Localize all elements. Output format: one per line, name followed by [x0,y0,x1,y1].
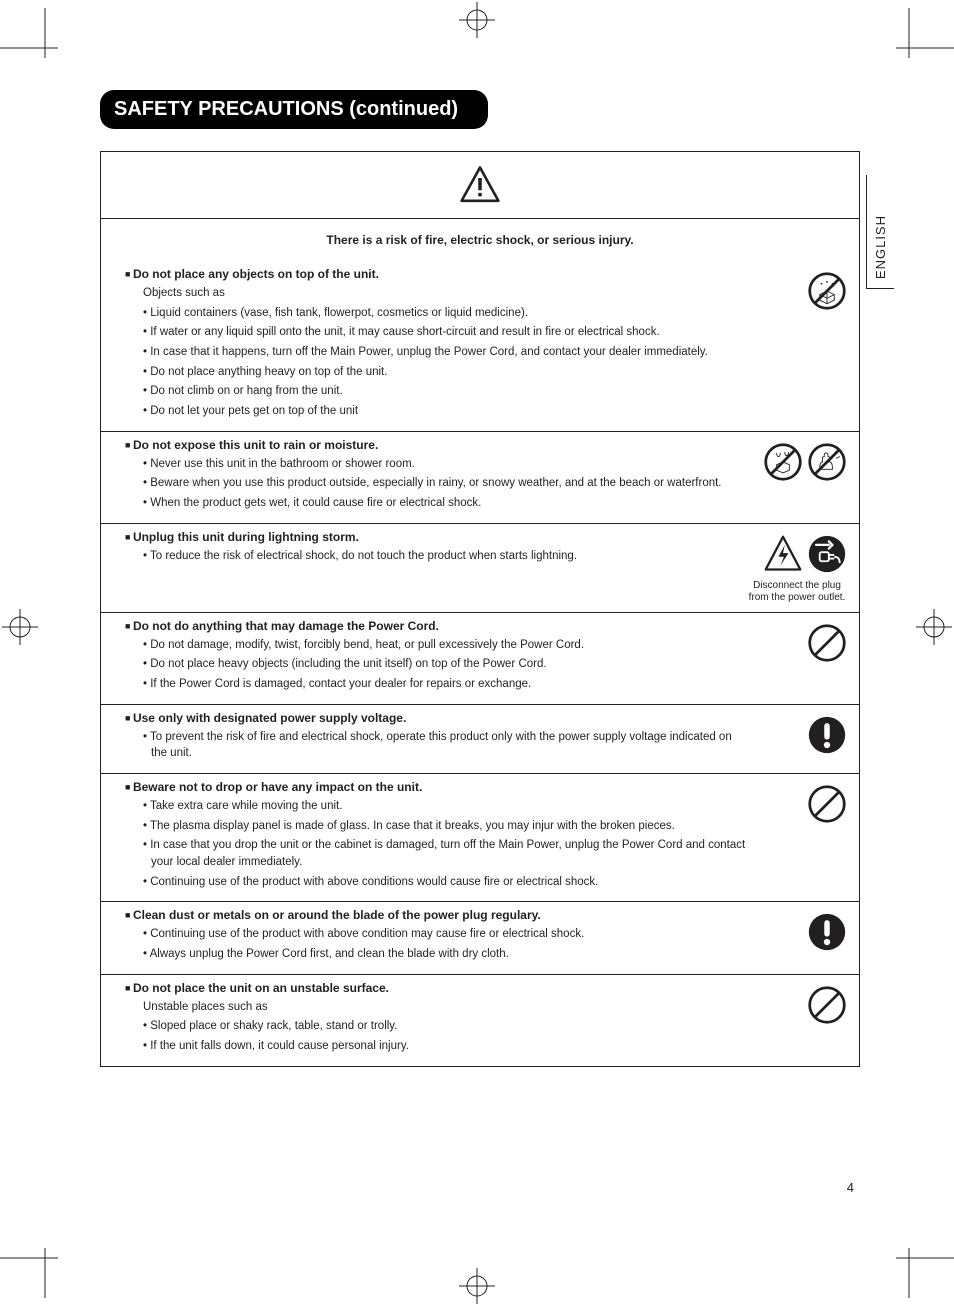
safety-table: There is a risk of fire, electric shock,… [100,151,860,1067]
section-icons [747,780,847,893]
prohibit-icon [807,784,847,824]
section-heading: Do not place any objects on top of the u… [125,267,747,281]
section-bullet: When the product gets wet, it could caus… [143,495,747,512]
section-bullet: Always unplug the Power Cord first, and … [143,946,747,963]
icon-caption: Disconnect the plug from the power outle… [747,580,847,604]
section-icons [747,438,847,515]
risk-statement-row: There is a risk of fire, electric shock,… [101,218,859,261]
section-bullet: Beware when you use this product outside… [143,475,747,492]
section-bullet: Never use this unit in the bathroom or s… [143,456,747,473]
section-icons: Disconnect the plug from the power outle… [747,530,847,604]
language-tab: ENGLISH [866,175,894,289]
section-bullet: Liquid containers (vase, fish tank, flow… [143,305,747,322]
page-title: SAFETY PRECAUTIONS (continued) [100,90,488,129]
section-bullet: Continuing use of the product with above… [143,926,747,943]
section-content: Do not do anything that may damage the P… [125,619,747,696]
section-bullet: Do not damage, modify, twist, forcibly b… [143,637,747,654]
section-bullet: In case that it happens, turn off the Ma… [143,344,747,361]
no_objects-icon [807,271,847,311]
section-row: Do not place any objects on top of the u… [101,261,859,431]
section-row: Clean dust or metals on or around the bl… [101,901,859,973]
section-bullet: Take extra care while moving the unit. [143,798,747,815]
section-heading: Beware not to drop or have any impact on… [125,780,747,794]
registration-mark-left [0,607,40,647]
registration-mark-top [457,0,497,40]
section-bullet: Do not place heavy objects (including th… [143,656,747,673]
no_wet_hand-icon [807,442,847,482]
section-bullet: Sloped place or shaky rack, table, stand… [143,1018,747,1035]
language-label: ENGLISH [873,215,888,279]
section-icons [747,267,847,423]
section-content: Do not place the unit on an unstable sur… [125,981,747,1058]
section-content: Do not expose this unit to rain or moist… [125,438,747,515]
section-bullet: Continuing use of the product with above… [143,874,747,891]
section-bullet: Do not place anything heavy on top of th… [143,364,747,381]
section-icons [747,908,847,965]
prohibit-icon [807,985,847,1025]
warning-symbol-row [101,152,859,218]
section-heading: Do not place the unit on an unstable sur… [125,981,747,995]
section-heading: Use only with designated power supply vo… [125,711,747,725]
section-bullet: If water or any liquid spill onto the un… [143,324,747,341]
unplug-icon [807,534,847,574]
page-number: 4 [847,1180,854,1195]
section-row: Beware not to drop or have any impact on… [101,773,859,901]
warning-triangle-icon [459,164,501,206]
section-heading: Do not expose this unit to rain or moist… [125,438,747,452]
section-bullet: To prevent the risk of fire and electric… [143,729,747,762]
section-icons [747,619,847,696]
no_wet-icon [763,442,803,482]
section-row: Do not do anything that may damage the P… [101,612,859,704]
registration-mark-right [914,607,954,647]
section-row: Unplug this unit during lightning storm.… [101,523,859,612]
risk-statement: There is a risk of fire, electric shock,… [101,233,859,247]
section-content: Beware not to drop or have any impact on… [125,780,747,893]
section-bullet: Do not let your pets get on top of the u… [143,403,747,420]
section-content: Use only with designated power supply vo… [125,711,747,765]
registration-mark-bottom [457,1266,497,1306]
section-bullet: In case that you drop the unit or the ca… [143,837,747,870]
section-intro: Objects such as [143,285,747,302]
section-bullet: The plasma display panel is made of glas… [143,818,747,835]
section-bullet: If the Power Cord is damaged, contact yo… [143,676,747,693]
section-heading: Clean dust or metals on or around the bl… [125,908,747,922]
shock-icon [763,534,803,574]
section-heading: Unplug this unit during lightning storm. [125,530,747,544]
section-content: Clean dust or metals on or around the bl… [125,908,747,965]
page-content: SAFETY PRECAUTIONS (continued) There is … [100,90,860,1067]
section-content: Do not place any objects on top of the u… [125,267,747,423]
section-icons [747,981,847,1058]
section-bullet: Do not climb on or hang from the unit. [143,383,747,400]
mandatory-icon [807,912,847,952]
section-bullet: If the unit falls down, it could cause p… [143,1038,747,1055]
section-row: Do not place the unit on an unstable sur… [101,974,859,1066]
section-heading: Do not do anything that may damage the P… [125,619,747,633]
section-bullet: To reduce the risk of electrical shock, … [143,548,747,565]
section-content: Unplug this unit during lightning storm.… [125,530,747,604]
section-row: Use only with designated power supply vo… [101,704,859,773]
mandatory-icon [807,715,847,755]
section-row: Do not expose this unit to rain or moist… [101,431,859,523]
section-intro: Unstable places such as [143,999,747,1016]
section-icons [747,711,847,765]
prohibit-icon [807,623,847,663]
